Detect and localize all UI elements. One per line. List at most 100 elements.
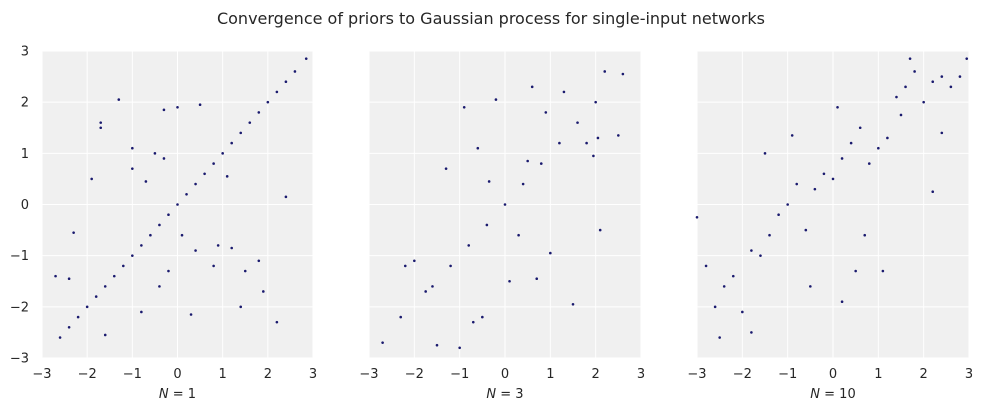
scatter-point <box>94 295 98 298</box>
scatter-point <box>458 346 461 350</box>
scatter-point <box>840 300 844 304</box>
x-axis-label-variable: N <box>810 387 820 402</box>
scatter-point <box>539 162 543 165</box>
x-axis-label-variable: N <box>486 387 496 402</box>
scatter-point <box>275 320 279 324</box>
scatter-points <box>695 57 969 339</box>
x-tick-label: −2 <box>733 367 752 382</box>
scatter-point <box>54 274 57 278</box>
scatter-point <box>230 141 233 145</box>
scatter-point <box>494 98 498 101</box>
scatter-point <box>562 90 566 94</box>
x-axis-label: N = 10 <box>810 387 855 402</box>
scatter-point <box>530 85 534 89</box>
y-tick-label: −1 <box>10 249 29 264</box>
scatter-point <box>304 57 308 60</box>
scatter-point <box>598 228 602 232</box>
scatter-point <box>813 187 817 191</box>
x-tick-label: 2 <box>592 367 600 382</box>
scatter-point <box>140 310 143 314</box>
x-tick-label: 0 <box>173 367 181 382</box>
scatter-point <box>863 233 867 237</box>
x-tick-labels: −3 −2 −1 0 1 2 3 <box>32 367 317 382</box>
scatter-point <box>112 274 116 278</box>
x-tick-label: 2 <box>920 367 928 382</box>
scatter-point <box>275 90 279 94</box>
scatter-point <box>949 85 953 89</box>
scatter-point <box>558 141 561 145</box>
scatter-point <box>804 228 808 232</box>
scatter-point <box>212 264 215 268</box>
scatter-point <box>99 121 103 124</box>
scatter-point <box>158 223 161 227</box>
scatter-point <box>257 111 261 114</box>
scatter-point <box>435 343 439 347</box>
scatter-point <box>381 341 384 344</box>
scatter-point <box>413 259 416 263</box>
scatter-point <box>431 285 434 288</box>
x-tick-label: −1 <box>123 367 142 382</box>
scatter-point <box>913 70 916 73</box>
scatter-point <box>603 70 607 73</box>
scatter-point <box>854 269 857 273</box>
scatter-point <box>899 113 903 117</box>
scatter-point <box>526 159 529 163</box>
scatter-point <box>849 141 853 145</box>
scatter-point <box>140 244 143 247</box>
scatter-point <box>284 195 288 199</box>
scatter-point <box>103 285 107 288</box>
x-tick-label: 3 <box>309 367 317 382</box>
x-axis-label-value: = 3 <box>496 387 523 402</box>
scatter-point <box>225 175 229 178</box>
subplot-n10: −3 −2 −1 0 1 2 3 N = 10 <box>687 50 973 402</box>
scatter-point <box>203 172 206 176</box>
x-axis-label-value: = 1 <box>169 387 196 402</box>
scatter-point <box>131 146 134 150</box>
scatter-point <box>485 223 489 227</box>
scatter-point <box>58 336 62 339</box>
x-tick-labels: −3 −2 −1 0 1 2 3 <box>359 367 645 382</box>
subplot-n1: −3 −2 −1 0 1 2 3 −3 −2 −1 0 1 2 3 N = 1 <box>10 45 317 403</box>
y-tick-label: 1 <box>21 147 29 162</box>
y-tick-label: 0 <box>21 198 29 213</box>
scatter-point <box>212 162 215 165</box>
scatter-point <box>571 302 575 306</box>
scatter-point <box>576 121 579 124</box>
x-tick-label: 1 <box>219 367 227 382</box>
x-tick-label: −3 <box>359 367 378 382</box>
scatter-point <box>90 177 93 181</box>
scatter-point <box>713 305 717 309</box>
x-tick-labels: −3 −2 −1 0 1 2 3 <box>687 367 973 382</box>
scatter-point <box>592 154 595 158</box>
scatter-point <box>444 167 448 170</box>
scatter-point <box>965 57 969 60</box>
scatter-point <box>795 182 799 186</box>
scatter-points <box>381 70 625 350</box>
scatter-point <box>908 57 912 60</box>
scatter-point <box>549 251 552 255</box>
scatter-point <box>503 203 507 206</box>
scatter-point <box>517 233 520 237</box>
scatter-point <box>822 172 826 176</box>
scatter-point <box>185 192 188 196</box>
scatter-point <box>718 336 721 339</box>
scatter-point <box>508 279 511 283</box>
x-tick-label: 3 <box>965 367 973 382</box>
scatter-point <box>786 203 789 206</box>
scatter-point <box>940 75 944 78</box>
x-tick-label: 0 <box>829 367 837 382</box>
scatter-point <box>886 136 889 140</box>
x-tick-label: −3 <box>687 367 706 382</box>
scatter-point <box>895 95 898 99</box>
scatter-point <box>449 264 452 268</box>
y-tick-label: −3 <box>10 352 29 367</box>
scatter-point <box>403 264 407 268</box>
x-tick-label: −1 <box>450 367 469 382</box>
x-tick-label: 1 <box>874 367 882 382</box>
y-tick-label: −2 <box>10 300 29 315</box>
scatter-point <box>750 249 753 252</box>
subplot-n3: −3 −2 −1 0 1 2 3 N = 3 <box>359 50 645 402</box>
scatter-point <box>881 269 885 273</box>
scatter-point <box>768 233 771 237</box>
